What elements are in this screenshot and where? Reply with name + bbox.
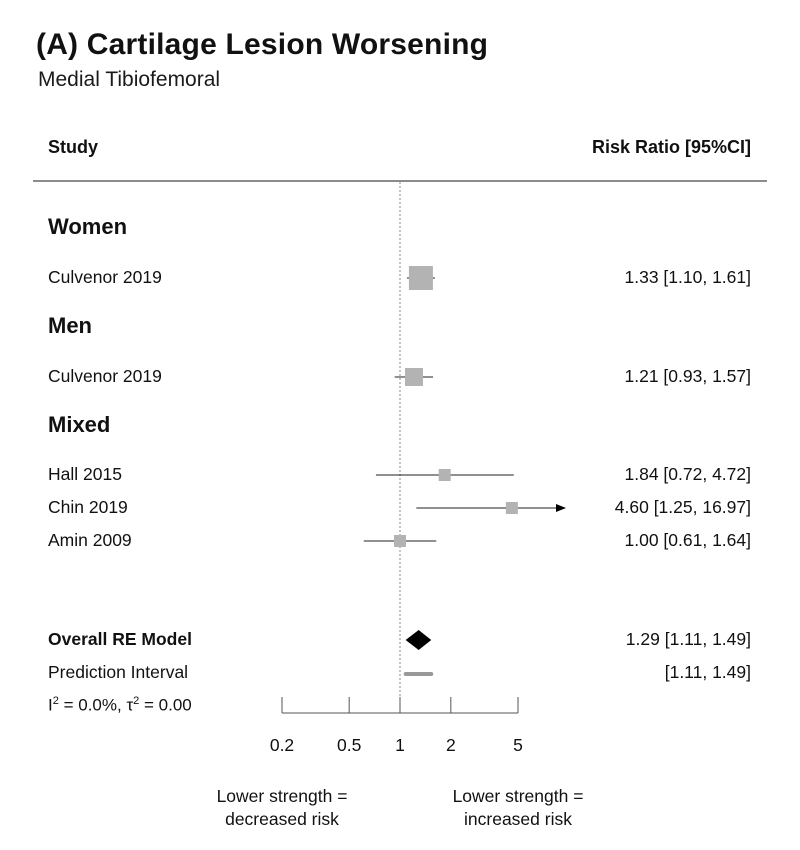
risk-ratio-value: 1.21 [0.93, 1.57] <box>624 366 752 386</box>
group-label-women: Women <box>48 214 128 239</box>
column-header-study: Study <box>48 137 99 157</box>
x-tick-label: 2 <box>445 735 456 755</box>
i2-symbol: I <box>48 695 53 715</box>
ci-arrow <box>556 504 566 512</box>
point-estimate-box <box>438 469 451 481</box>
prediction-interval-value: [1.11, 1.49] <box>664 662 751 682</box>
footnote-left-line2: decreased risk <box>225 809 339 829</box>
footnote-left: Lower strength = decreased risk <box>217 785 348 831</box>
tau2-symbol: τ <box>126 695 134 715</box>
study-label-hall-2015: Hall 2015 <box>48 464 122 484</box>
study-label-culvenor-2019: Culvenor 2019 <box>48 366 162 386</box>
footnote-right: Lower strength = increased risk <box>453 785 584 831</box>
column-header-risk-ratio: Risk Ratio [95%CI] <box>591 137 751 157</box>
risk-ratio-value: 1.84 [0.72, 4.72] <box>624 464 752 484</box>
risk-ratio-value: 1.33 [1.10, 1.61] <box>624 267 752 287</box>
footnote-left-line1: Lower strength = <box>216 786 348 806</box>
x-tick-label: 1 <box>395 735 405 755</box>
x-tick-label: 5 <box>513 735 523 755</box>
i2-value: = 0.0%, <box>58 695 127 715</box>
point-estimate-box <box>408 266 433 290</box>
study-label-amin-2009: Amin 2009 <box>48 530 132 550</box>
group-label-men: Men <box>48 313 92 338</box>
overall-model-value: 1.29 [1.11, 1.49] <box>625 629 751 649</box>
chart-subtitle: Medial Tibiofemoral <box>38 68 221 91</box>
overall-diamond <box>405 630 432 650</box>
point-estimate-box <box>404 368 423 386</box>
risk-ratio-value: 1.00 [0.61, 1.64] <box>624 530 752 550</box>
chart-title: (A) Cartilage Lesion Worsening <box>36 28 489 61</box>
study-label-chin-2019: Chin 2019 <box>48 497 128 517</box>
overall-model-label: Overall RE Model <box>48 629 192 649</box>
prediction-interval-label: Prediction Interval <box>48 662 189 682</box>
group-label-mixed: Mixed <box>48 412 111 437</box>
study-label-culvenor-2019: Culvenor 2019 <box>48 267 162 287</box>
x-tick-label: 0.5 <box>337 735 362 755</box>
footnote-right-line2: increased risk <box>464 809 572 829</box>
x-tick-label: 0.2 <box>269 735 295 755</box>
point-estimate-box <box>505 502 518 514</box>
footnote-right-line1: Lower strength = <box>452 786 584 806</box>
risk-ratio-value: 4.60 [1.25, 16.97] <box>614 497 751 517</box>
heterogeneity-stats: I2 = 0.0%, τ2 = 0.00 <box>48 695 192 715</box>
tau2-value: = 0.00 <box>139 695 192 715</box>
point-estimate-box <box>394 535 406 547</box>
